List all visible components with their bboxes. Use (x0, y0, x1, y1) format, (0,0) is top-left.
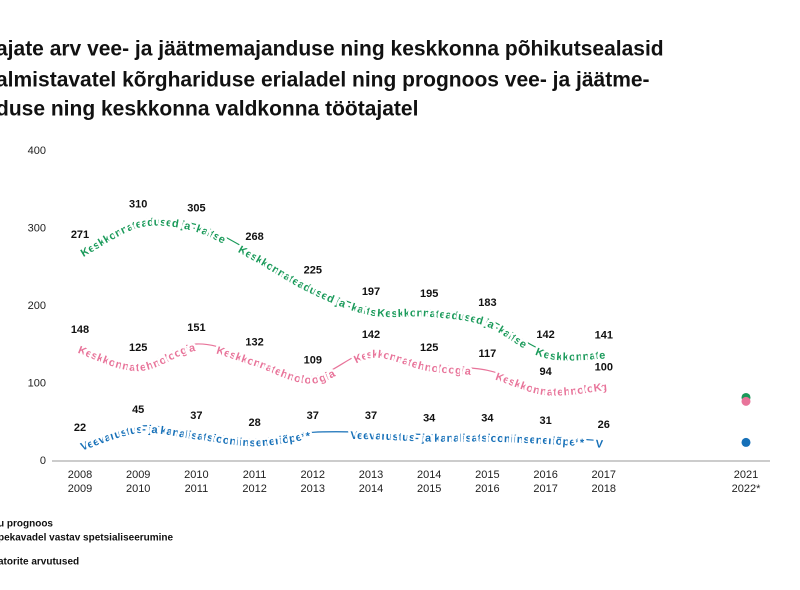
value-label: 151 (187, 322, 205, 334)
forecast-dot (741, 437, 751, 447)
x-tick-label: 2009 (68, 483, 92, 495)
forecast-dot (741, 396, 751, 406)
title-line: duse ning keskkonna valdkonna töötajatel (0, 98, 418, 121)
x-tick-label: 2017 (592, 469, 616, 481)
series-label: Veevarustus- ja kanalisatsiooniinseneriõ… (79, 424, 311, 454)
x-tick-label: 2014 (417, 469, 441, 481)
value-label: 22 (74, 422, 86, 434)
x-tick-label: 2014 (359, 483, 383, 495)
value-label: 37 (190, 410, 202, 422)
series-label-path: Veevarustus- ja kanalisatsiooniinseneriõ… (348, 427, 588, 452)
value-label: 28 (248, 417, 260, 429)
series-label-path: Keskkonnateadused ja -kaitse (234, 241, 386, 322)
title-line: almistavatel kõrghariduse erialadel ning… (0, 69, 650, 92)
x-tick-label: 2012 (301, 469, 325, 481)
value-label: 125 (129, 342, 147, 354)
series-label-path: Keskkonnateadused ja -kaitse (374, 305, 531, 354)
x-tick-label: 2016 (533, 469, 557, 481)
y-tick-label: 300 (28, 222, 46, 234)
value-label: 141 (595, 330, 613, 342)
title-line: ajate arv vee- ja jäätmemajanduse ning k… (0, 38, 664, 61)
y-tick-label: 0 (40, 455, 46, 467)
value-label: 132 (245, 337, 263, 349)
value-label: 268 (245, 231, 263, 243)
series-label: Veevarustus- ja kanalisatsiooniinseneriõ… (350, 430, 585, 450)
x-tick-label: 2011 (185, 483, 209, 495)
series-label-path: Keskkonnatehnoloogia (350, 346, 475, 380)
y-tick-label: 400 (28, 145, 46, 157)
value-label: 109 (304, 354, 322, 366)
x-tick-label: 2012 (242, 483, 266, 495)
series-line (79, 343, 604, 390)
x-tick-label: 2018 (592, 483, 616, 495)
x-tick-label: 2011 (243, 469, 267, 481)
value-label: 148 (71, 324, 89, 336)
series-label: Keskkonnatehnoloogia (352, 349, 472, 378)
x-tick-label: 2021 (734, 469, 758, 481)
series-label: Keskkonnateadused ja -kaitse (79, 216, 227, 259)
series-label: Keskkonnateadused ja -kaitse (377, 307, 529, 351)
footnote: u prognoos (0, 519, 53, 530)
series-label: Keskkonnateadused ja -kaitse (236, 244, 383, 320)
value-label: 94 (539, 366, 552, 378)
value-label: 195 (420, 288, 438, 300)
value-label: 142 (536, 329, 554, 341)
x-tick-label: 2010 (184, 469, 208, 481)
value-label: 37 (365, 410, 377, 422)
value-label: 142 (362, 329, 380, 341)
value-label: 100 (595, 361, 613, 373)
x-tick-label: 2022* (732, 483, 761, 495)
value-label: 183 (478, 297, 496, 309)
value-label: 34 (481, 413, 494, 425)
x-tick-label: 2016 (475, 483, 499, 495)
x-tick-label: 2010 (126, 483, 150, 495)
x-tick-label: 2013 (359, 469, 383, 481)
value-label: 305 (187, 203, 205, 215)
series-line (79, 218, 604, 355)
value-label: 45 (132, 404, 144, 416)
series-label-path: Veevarustus- ja kanalisatsiooniinseneriõ… (77, 421, 314, 456)
x-tick-label: 2015 (475, 469, 499, 481)
value-label: 117 (479, 348, 497, 360)
x-tick-label: 2013 (301, 483, 325, 495)
value-label: 26 (598, 419, 610, 431)
series-line (79, 425, 604, 445)
footnote: pekavadel vastav spetsialiseerumine (0, 533, 174, 544)
value-label: 197 (362, 286, 380, 298)
footnote: atorite arvutused (0, 557, 79, 568)
value-label: 34 (423, 413, 436, 425)
x-tick-label: 2008 (68, 469, 92, 481)
y-tick-label: 200 (28, 300, 46, 312)
value-label: 225 (304, 265, 322, 277)
value-label: 271 (71, 229, 89, 241)
y-tick-label: 100 (28, 377, 46, 389)
x-tick-label: 2009 (126, 469, 150, 481)
value-label: 125 (420, 342, 438, 354)
x-tick-label: 2015 (417, 483, 441, 495)
value-label: 31 (539, 415, 551, 427)
series-label-path: Keskkonnateadused ja -kaitse (76, 214, 229, 262)
value-label: 37 (307, 410, 319, 422)
value-label: 310 (129, 199, 147, 211)
x-tick-label: 2017 (533, 483, 557, 495)
